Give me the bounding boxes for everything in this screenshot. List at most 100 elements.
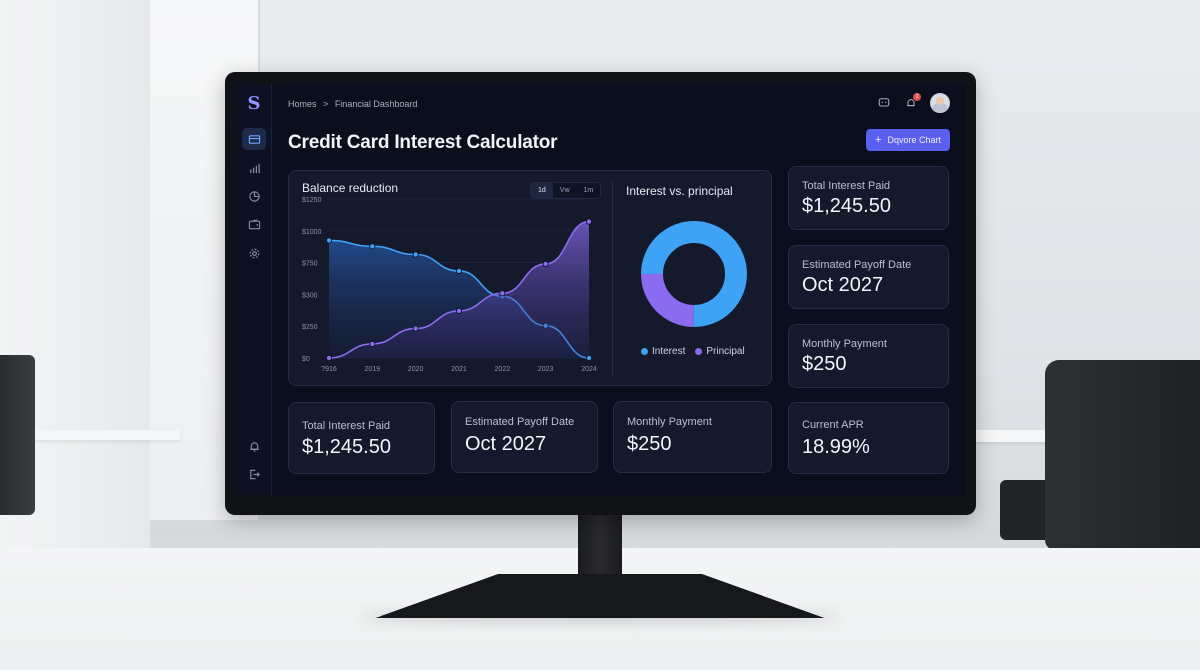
sidebar-item-cards[interactable] (242, 128, 266, 150)
series-area (329, 221, 589, 358)
breadcrumb-separator: > (323, 99, 329, 109)
data-point (369, 243, 376, 250)
legend-dot (641, 348, 648, 355)
page-title: Credit Card Interest Calculator (288, 132, 558, 153)
wallet-icon (248, 218, 260, 229)
stat-value: Oct 2027 (465, 433, 547, 455)
stat-title: Estimated Payoff Date (802, 259, 912, 271)
data-point (369, 340, 376, 347)
data-point (326, 237, 333, 244)
stat-card-monthly-payment: Monthly Payment $250 (788, 324, 949, 388)
logout-icon (249, 469, 260, 479)
app-logo[interactable]: S (247, 93, 261, 114)
bell-icon (907, 99, 915, 107)
donut-chart (641, 221, 747, 327)
stat-card-total-interest: Total Interest Paid $1,245.50 (788, 166, 949, 230)
stat-card-current-apr: Current APR 18.99% (788, 402, 949, 474)
y-tick-label: $250 (302, 324, 318, 331)
x-tick-label: 2023 (538, 366, 554, 373)
sidebar-item-reports[interactable] (242, 185, 266, 207)
bell-icon (249, 441, 259, 452)
sidebar-item-notifications[interactable] (242, 435, 266, 457)
credit-card-icon (248, 134, 260, 144)
data-point (412, 325, 419, 332)
legend-item-interest: Interest (641, 346, 685, 357)
x-tick-label: ?916 (321, 366, 337, 373)
legend-dot (695, 348, 703, 355)
breadcrumb: Homes > Financial Dashboard (288, 99, 417, 109)
add-chart-button[interactable]: + Dqvore Chart (866, 129, 950, 151)
range-tab-1d[interactable]: 1d (531, 183, 553, 198)
avatar[interactable] (930, 93, 950, 113)
data-point (455, 307, 462, 314)
y-tick-label: $1250 (302, 197, 322, 204)
sidebar-item-settings[interactable] (242, 242, 266, 264)
stat-title: Current APR (802, 419, 864, 431)
notification-badge: 1 (913, 93, 921, 101)
legend-label: Principal (706, 346, 745, 357)
data-point (326, 354, 333, 361)
sidebar: S (235, 84, 272, 495)
data-point (412, 251, 419, 258)
stat-value: $1,245.50 (302, 436, 391, 458)
x-tick-label: 2024 (581, 366, 597, 373)
background-chair (0, 355, 35, 515)
monitor-screen: S Homes > Financial Dashboard (235, 84, 966, 495)
y-tick-label: $1000 (302, 229, 322, 236)
balance-chart-title: Balance reduction (302, 181, 399, 195)
stat-card-total-interest: Total Interest Paid $1,245.50 (288, 402, 435, 474)
sidebar-item-logout[interactable] (242, 463, 266, 485)
y-tick-label: $300 (302, 292, 318, 299)
background-chair (1045, 360, 1200, 550)
stat-title: Total Interest Paid (302, 420, 391, 432)
add-chart-button-label: Dqvore Chart (887, 135, 941, 145)
chat-button[interactable] (876, 95, 892, 111)
range-tab-1m[interactable]: 1m (583, 187, 594, 194)
breadcrumb-current: Financial Dashboard (334, 99, 418, 109)
x-tick-label: 2022 (495, 366, 511, 373)
data-point (585, 218, 592, 225)
stat-value: Oct 2027 (802, 274, 884, 296)
balance-chart: $1250 $1000 $750 $300 $250 $0 ?916 2019 2020 2021… (302, 197, 597, 373)
chat-icon (878, 98, 890, 107)
stat-value: $250 (627, 433, 672, 455)
legend-item-principal: Principal (695, 346, 745, 357)
x-tick-label: 2021 (451, 366, 467, 373)
gear-icon (249, 248, 259, 258)
sidebar-item-wallet[interactable] (242, 213, 266, 235)
donut-slice-principal (641, 221, 747, 327)
y-tick-label: $750 (302, 261, 318, 268)
legend-label: Interest (652, 346, 686, 357)
x-tick-label: 2020 (408, 366, 424, 373)
stat-title: Estimated Payoff Date (465, 416, 575, 428)
header-actions: 1 (876, 93, 950, 113)
sidebar-item-analytics[interactable] (242, 157, 266, 179)
plus-icon: + (875, 133, 882, 146)
notifications-button[interactable]: 1 (903, 93, 921, 111)
donut-legend: Interest Principal (641, 346, 745, 357)
bar-chart-icon (249, 163, 260, 173)
x-tick-label: 2019 (365, 366, 381, 373)
stat-value: 18.99% (802, 436, 870, 458)
stat-title: Monthly Payment (627, 416, 712, 428)
stat-card-monthly-payment: Monthly Payment $250 (613, 401, 772, 473)
data-point (455, 267, 462, 274)
data-point (499, 290, 506, 297)
chart-card: Balance reduction 1d Vw 1m $1250 $1000 $75… (288, 170, 772, 386)
range-tabs: 1d Vw 1m (530, 182, 602, 199)
range-tab-vw[interactable]: Vw (559, 187, 570, 194)
stat-card-payoff-date: Estimated Payoff Date Oct 2027 (788, 245, 949, 309)
pie-chart-icon (248, 190, 260, 202)
data-point (542, 260, 549, 267)
monitor-stand-neck (578, 505, 622, 585)
breadcrumb-home[interactable]: Homes (288, 99, 317, 109)
y-tick-label: $0 (302, 356, 310, 363)
stat-value: $1,245.50 (802, 195, 891, 217)
stat-card-payoff-date: Estimated Payoff Date Oct 2027 (451, 401, 598, 473)
donut-title: Interest vs. principal (626, 184, 733, 198)
stat-title: Monthly Payment (802, 338, 887, 350)
card-divider (612, 181, 613, 377)
background-shelf (0, 430, 180, 440)
stat-title: Total Interest Paid (802, 180, 891, 192)
stat-value: $250 (802, 353, 847, 375)
